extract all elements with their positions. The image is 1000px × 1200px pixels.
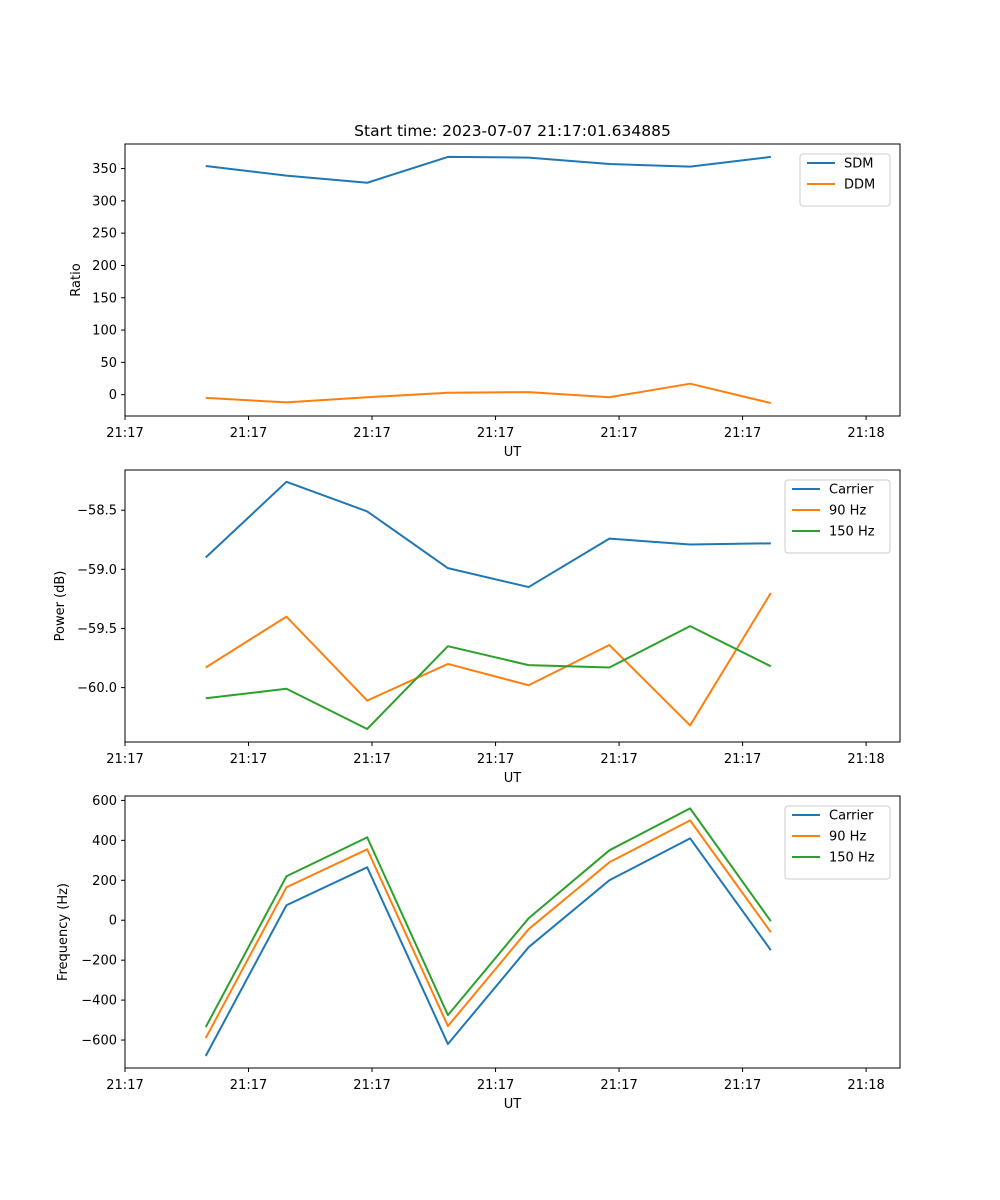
series-line-sdm xyxy=(205,155,771,184)
x-tick-label: 21:17 xyxy=(724,752,761,767)
legend-label: 150 Hz xyxy=(829,851,875,866)
legend: SDM DDM xyxy=(799,153,891,207)
y-axis-label: Power (dB) xyxy=(53,571,68,642)
legend-box xyxy=(799,153,891,207)
x-tick-label: 21:17 xyxy=(477,1078,514,1093)
series-line-150-hz xyxy=(205,625,772,730)
x-tick-label: 21:17 xyxy=(353,426,390,441)
legend-label: SDM xyxy=(844,157,873,172)
y-tick-label: 250 xyxy=(92,227,117,242)
series-line-carrier xyxy=(204,837,772,1057)
x-tick-label: 21:17 xyxy=(724,1078,761,1093)
x-tick-label: 21:18 xyxy=(847,752,884,767)
x-tick-label: 21:17 xyxy=(724,426,761,441)
y-tick-label: 400 xyxy=(92,834,117,849)
y-tick-label: 200 xyxy=(92,259,117,274)
x-axis-label: UT xyxy=(504,771,522,786)
x-tick-label: 21:17 xyxy=(230,1078,267,1093)
x-axis-label: UT xyxy=(504,445,522,460)
x-tick-label: 21:17 xyxy=(106,426,143,441)
legend-label: 90 Hz xyxy=(829,830,866,845)
x-tick-label: 21:17 xyxy=(600,426,637,441)
legend: Carrier 90 Hz 150 Hz xyxy=(784,805,891,880)
subplot-2: 21:17 21:17 21:17 21:17 21:17 21:17 21:18 −60.0… xyxy=(53,469,901,786)
x-tick-label: 21:17 xyxy=(600,752,637,767)
y-tick-label: −59.0 xyxy=(77,563,117,578)
y-axis-label: Ratio xyxy=(69,263,84,296)
figure-title: Start time: 2023-07-07 21:17:01.634885 xyxy=(354,122,671,140)
y-axis-label: Frequency (Hz) xyxy=(56,883,71,981)
series-line-150-hz xyxy=(204,807,772,1028)
x-tick-label: 21:18 xyxy=(847,1078,884,1093)
y-tick-label: −59.5 xyxy=(77,622,117,637)
y-tick-label: 150 xyxy=(92,291,117,306)
x-tick-label: 21:18 xyxy=(847,426,884,441)
x-tick-label: 21:17 xyxy=(106,752,143,767)
x-axis-label: UT xyxy=(504,1097,522,1112)
y-tick-label: −60.0 xyxy=(77,681,117,696)
x-tick-label: 21:17 xyxy=(353,1078,390,1093)
legend-label: DDM xyxy=(844,178,875,193)
x-tick-label: 21:17 xyxy=(230,426,267,441)
y-tick-label: 50 xyxy=(100,356,117,371)
legend-label: Carrier xyxy=(829,809,874,824)
axes-frame xyxy=(124,795,901,1069)
axes-frame xyxy=(124,469,901,743)
legend-box xyxy=(784,479,891,554)
y-tick-label: 0 xyxy=(109,388,117,403)
series-line-90-hz xyxy=(205,592,772,727)
y-tick-label: −58.5 xyxy=(77,504,117,519)
x-tick-label: 21:17 xyxy=(230,752,267,767)
axes-frame xyxy=(124,143,901,417)
y-tick-label: 300 xyxy=(92,194,117,209)
x-tick-label: 21:17 xyxy=(477,752,514,767)
y-tick-label: 100 xyxy=(92,324,117,339)
legend-label: Carrier xyxy=(829,483,874,498)
subplot-1: 21:17 21:17 21:17 21:17 21:17 21:17 21:18 0 50 10… xyxy=(69,143,901,460)
legend: Carrier 90 Hz 150 Hz xyxy=(784,479,891,554)
legend-box xyxy=(784,805,891,880)
x-tick-label: 21:17 xyxy=(477,426,514,441)
x-tick-label: 21:17 xyxy=(353,752,390,767)
series-line-ddm xyxy=(205,382,772,405)
y-tick-label: 0 xyxy=(109,914,117,929)
y-tick-label: 350 xyxy=(92,162,117,177)
legend-label: 150 Hz xyxy=(829,525,875,540)
y-tick-label: −400 xyxy=(81,994,117,1009)
x-tick-label: 21:17 xyxy=(600,1078,637,1093)
y-tick-label: −200 xyxy=(81,954,117,969)
y-tick-label: 200 xyxy=(92,874,117,889)
y-tick-label: −600 xyxy=(81,1034,117,1049)
legend-label: 90 Hz xyxy=(829,504,866,519)
subplot-3: 21:17 21:17 21:17 21:17 21:17 21:17 21:18 −600 −… xyxy=(56,794,901,1112)
y-tick-label: 600 xyxy=(92,794,117,809)
subplot-panels: 21:17 21:17 21:17 21:17 21:17 21:17 21:18 0 50 10… xyxy=(53,143,901,1112)
series-line-carrier xyxy=(205,480,771,589)
series-line-90-hz xyxy=(204,819,772,1039)
x-tick-label: 21:17 xyxy=(106,1078,143,1093)
